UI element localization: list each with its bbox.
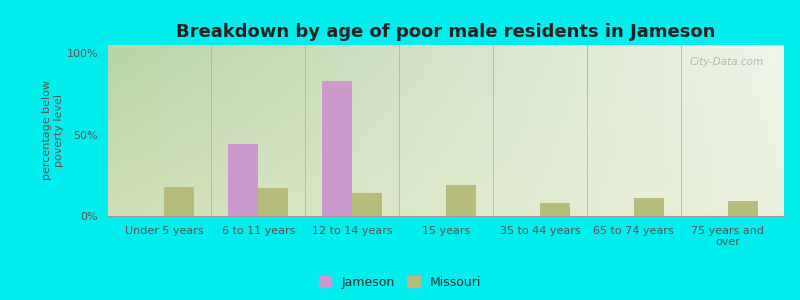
Bar: [258, 188, 288, 216]
Bar: [164, 187, 194, 216]
Y-axis label: percentage below
poverty level: percentage below poverty level: [42, 80, 64, 181]
Bar: [540, 203, 570, 216]
Bar: [728, 201, 758, 216]
Bar: [228, 144, 258, 216]
Legend: Jameson, Missouri: Jameson, Missouri: [314, 271, 486, 294]
Bar: [634, 198, 664, 216]
Bar: [446, 185, 476, 216]
Bar: [322, 81, 352, 216]
Title: Breakdown by age of poor male residents in Jameson: Breakdown by age of poor male residents …: [176, 23, 716, 41]
Bar: [352, 193, 382, 216]
Text: City-Data.com: City-Data.com: [690, 57, 764, 67]
